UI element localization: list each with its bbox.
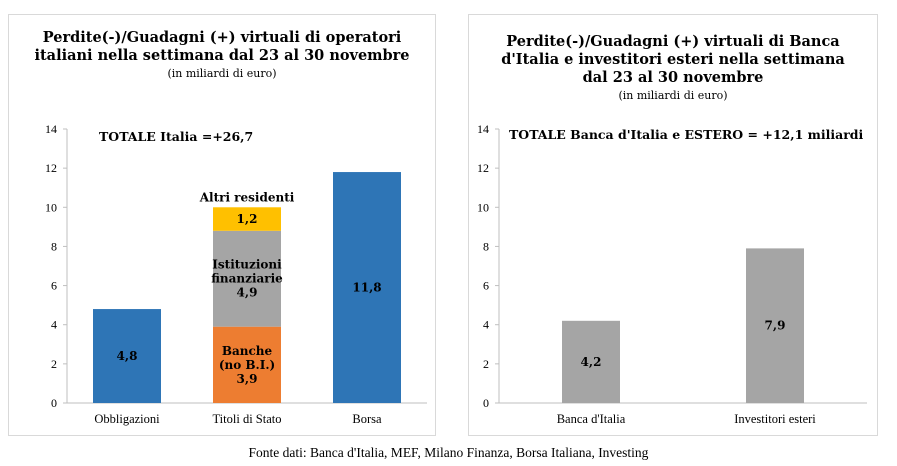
right-chart-subtitle: (in miliardi di euro) bbox=[618, 89, 728, 102]
total-annotation: TOTALE Italia =+26,7 bbox=[99, 129, 253, 144]
y-tick-label: 10 bbox=[477, 200, 489, 214]
right-chart-title: Perdite(-)/Guadagni (+) virtuali di Banc… bbox=[501, 33, 845, 86]
y-tick-label: 14 bbox=[45, 122, 57, 136]
right-chart-panel: Perdite(-)/Guadagni (+) virtuali di Banc… bbox=[468, 14, 878, 436]
y-tick-label: 2 bbox=[51, 357, 57, 371]
bar-data-label-line: Istituzioni bbox=[212, 258, 282, 272]
left-chart-panel: Perdite(-)/Guadagni (+) virtuali di oper… bbox=[8, 14, 436, 436]
y-tick-label: 2 bbox=[483, 357, 489, 371]
y-tick-label: 6 bbox=[51, 279, 57, 293]
y-tick-label: 4 bbox=[483, 318, 489, 332]
x-category-label: Banca d'Italia bbox=[557, 412, 626, 426]
bar-data-label-line: 11,8 bbox=[352, 281, 381, 295]
y-tick-label: 8 bbox=[483, 239, 489, 253]
bar-data-label-line: finanziarie bbox=[211, 272, 283, 286]
bar-data-label: 1,2 bbox=[237, 212, 258, 226]
stack-top-label: Altri residenti bbox=[199, 190, 295, 204]
left-chart-subtitle: (in miliardi di euro) bbox=[167, 67, 277, 80]
right-chart-svg: 0 2 4 6 8 10 12 14 Banca d'Italia Investitori est… bbox=[477, 122, 867, 426]
y-tick-label: 0 bbox=[51, 396, 57, 410]
bar bbox=[213, 207, 281, 231]
left-chart-svg: 0 2 4 6 8 10 12 14 Obbligazioni Titoli di Stato Bo… bbox=[45, 122, 427, 426]
left-chart-title: Perdite(-)/Guadagni (+) virtuali di oper… bbox=[34, 29, 410, 64]
x-category-label: Titoli di Stato bbox=[212, 412, 281, 426]
bar bbox=[746, 248, 804, 403]
bar-data-label-line: 1,2 bbox=[237, 212, 258, 226]
bar bbox=[213, 230, 281, 327]
bar bbox=[213, 326, 281, 403]
bar-data-label: Istituzioni finanziarie 4,9 bbox=[211, 258, 283, 300]
y-tick-label: 10 bbox=[45, 200, 57, 214]
bar-data-label: 4,8 bbox=[117, 349, 138, 363]
x-category-label: Borsa bbox=[352, 412, 382, 426]
source-footer: Fonte dati: Banca d'Italia, MEF, Milano … bbox=[248, 445, 649, 460]
bar bbox=[562, 320, 620, 403]
bar-data-label: 11,8 bbox=[352, 281, 381, 295]
bar-data-label: 4,2 bbox=[581, 355, 602, 369]
bar-data-label-line: 3,9 bbox=[237, 372, 258, 386]
x-category-label: Obbligazioni bbox=[94, 412, 160, 426]
total-annotation: TOTALE Banca d'Italia e ESTERO = +12,1 m… bbox=[509, 127, 864, 142]
y-tick-label: 12 bbox=[45, 161, 57, 175]
bar-data-label: 7,9 bbox=[765, 319, 786, 333]
bar-data-label-line: 4,8 bbox=[117, 349, 138, 363]
y-tick-label: 8 bbox=[51, 239, 57, 253]
y-tick-label: 0 bbox=[483, 396, 489, 410]
bar-data-label-line: Banche bbox=[222, 344, 273, 358]
bar-data-label-line: 4,2 bbox=[581, 355, 602, 369]
y-tick-label: 12 bbox=[477, 161, 489, 175]
bar-data-label-line: 4,9 bbox=[237, 286, 258, 300]
bar-data-label-line: 7,9 bbox=[765, 319, 786, 333]
y-tick-label: 4 bbox=[51, 318, 57, 332]
x-category-label: Investitori esteri bbox=[734, 412, 816, 426]
y-tick-label: 6 bbox=[483, 279, 489, 293]
y-tick-label: 14 bbox=[477, 122, 489, 136]
bar-data-label-line: (no B.I.) bbox=[219, 358, 275, 372]
bar bbox=[333, 172, 401, 403]
bar bbox=[93, 309, 161, 403]
bar-data-label: Banche (no B.I.) 3,9 bbox=[219, 344, 275, 386]
